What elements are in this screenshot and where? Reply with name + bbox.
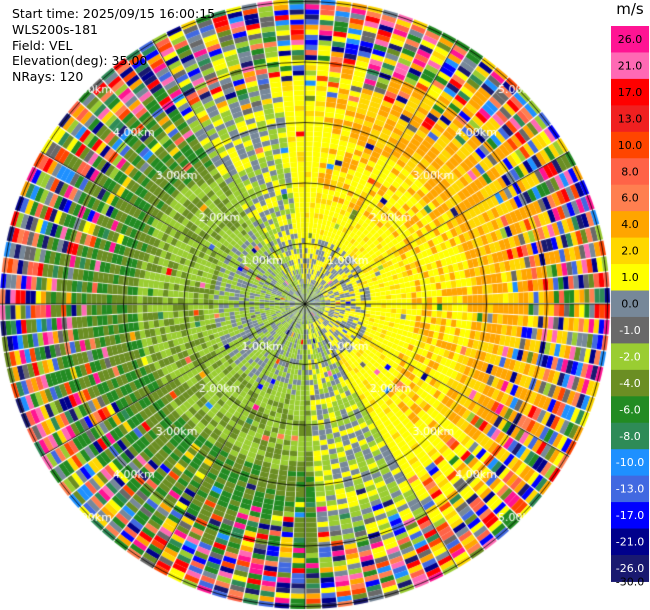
colorbar-swatch (611, 237, 649, 265)
colorbar-tick-label: 13.0 (618, 112, 643, 125)
colorbar-tick-label: 8.0 (621, 165, 639, 178)
colorbar-tick-label: -10.0 (616, 456, 644, 469)
colorbar-tick-label: -2.0 (619, 350, 640, 363)
colorbar-swatch (611, 369, 649, 397)
site-label: WLS200s-181 (12, 21, 98, 37)
colorbar: 26.0 21.0 17.0 13.0 10.0 8.0 6.0 4.0 2.0 1.0 0.0 -1… (611, 26, 649, 588)
start-time-label: Start time: 2025/09/15 16:00:15 (12, 6, 216, 21)
colorbar-tick-label: 1.0 (621, 271, 639, 284)
colorbar-swatch (611, 316, 649, 344)
colorbar-swatch (611, 131, 649, 159)
colorbar-swatch (611, 105, 649, 133)
colorbar-tick-label: 6.0 (621, 192, 639, 205)
colorbar-tick-label: -30.0 (616, 575, 644, 588)
nrays-label: NRays: 120 (12, 69, 84, 85)
colorbar-unit: m/s (616, 0, 644, 18)
colorbar-tick-label: 21.0 (618, 59, 643, 72)
info-panel: Start time: 2025/09/15 16:00:15 WLS200s-… (12, 6, 215, 85)
field-label: Field: VEL (12, 37, 73, 53)
colorbar-swatch (611, 396, 649, 424)
colorbar-swatch (611, 475, 649, 503)
colorbar-tick-label: 26.0 (618, 33, 643, 46)
colorbar-swatch (611, 449, 649, 477)
colorbar-swatch (611, 502, 649, 530)
colorbar-tick-label: -17.0 (616, 509, 644, 522)
colorbar-tick-label: -26.0 (616, 562, 644, 575)
colorbar-tick-label: 0.0 (621, 298, 639, 311)
colorbar-swatch (611, 26, 649, 53)
colorbar-swatch (611, 528, 649, 556)
colorbar-tick-label: 17.0 (618, 86, 643, 99)
colorbar-swatch (611, 52, 649, 80)
colorbar-tick-label: 2.0 (621, 245, 639, 258)
colorbar-tick-label: -13.0 (616, 483, 644, 496)
colorbar-tick-label: -4.0 (619, 377, 640, 390)
colorbar-swatch (611, 343, 649, 371)
colorbar-tick-label: -1.0 (619, 324, 640, 337)
radar-ppi-plot (0, 0, 611, 610)
colorbar-tick-label: -6.0 (619, 403, 640, 416)
colorbar-swatch (611, 264, 649, 291)
colorbar-swatch (611, 158, 649, 186)
colorbar-tick-label: -21.0 (616, 536, 644, 549)
colorbar-swatch (611, 78, 649, 106)
elevation-label: Elevation(deg): 35.00 (12, 53, 148, 69)
colorbar-swatch (611, 422, 649, 450)
colorbar-swatch (611, 211, 649, 239)
colorbar-tick-label: 4.0 (621, 218, 639, 231)
colorbar-swatch (611, 290, 649, 318)
colorbar-swatch (611, 555, 649, 582)
colorbar-tick-label: 10.0 (618, 139, 643, 152)
colorbar-tick-label: -8.0 (619, 430, 640, 443)
colorbar-swatch (611, 184, 649, 212)
